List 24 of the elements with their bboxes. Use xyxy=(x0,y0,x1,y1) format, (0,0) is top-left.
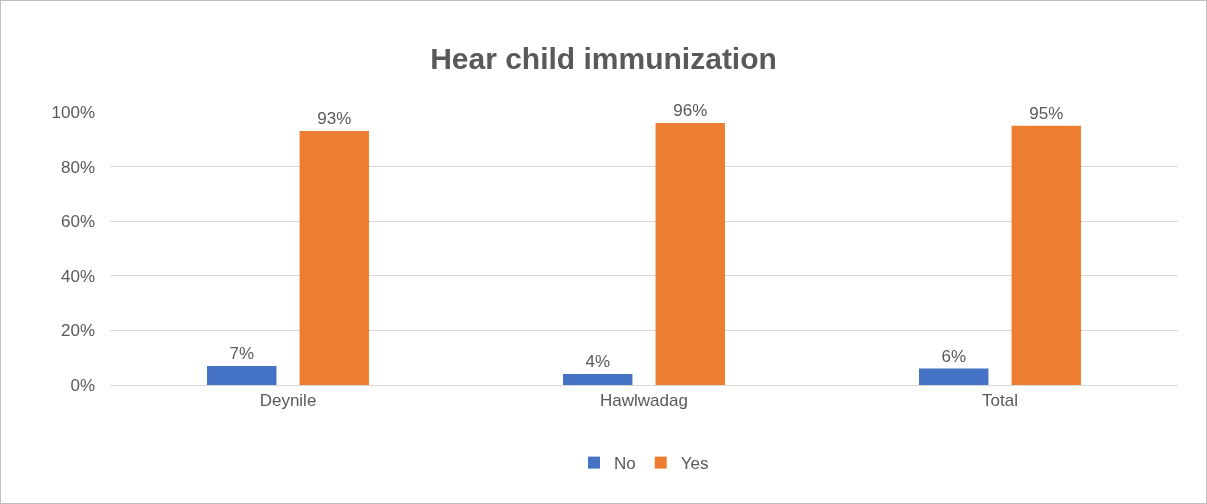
bar xyxy=(1011,125,1081,385)
bar xyxy=(299,131,369,385)
y-tick-label: 40% xyxy=(60,266,95,286)
x-tick-label: Deynile xyxy=(259,391,317,411)
y-tick-label: 100% xyxy=(51,102,95,122)
bar xyxy=(919,368,989,385)
y-tick-label: 60% xyxy=(60,212,95,232)
legend-label: Yes xyxy=(680,454,709,474)
y-tick-label: 20% xyxy=(60,321,95,341)
bar xyxy=(563,374,633,385)
data-label: 95% xyxy=(1029,103,1064,123)
data-label: 6% xyxy=(941,346,967,366)
bar xyxy=(655,122,725,385)
y-tick-label: 0% xyxy=(70,375,95,395)
data-label: 96% xyxy=(673,100,708,120)
chart-title: Hear child immunization xyxy=(430,42,777,76)
data-label: 93% xyxy=(317,109,352,129)
x-tick-label: Total xyxy=(982,391,1018,411)
legend-label: No xyxy=(614,454,636,474)
bar xyxy=(207,365,277,385)
data-label: 7% xyxy=(229,343,255,363)
y-tick-label: 80% xyxy=(60,157,95,177)
x-tick-label: Hawlwadag xyxy=(600,391,688,411)
data-label: 4% xyxy=(585,352,611,372)
